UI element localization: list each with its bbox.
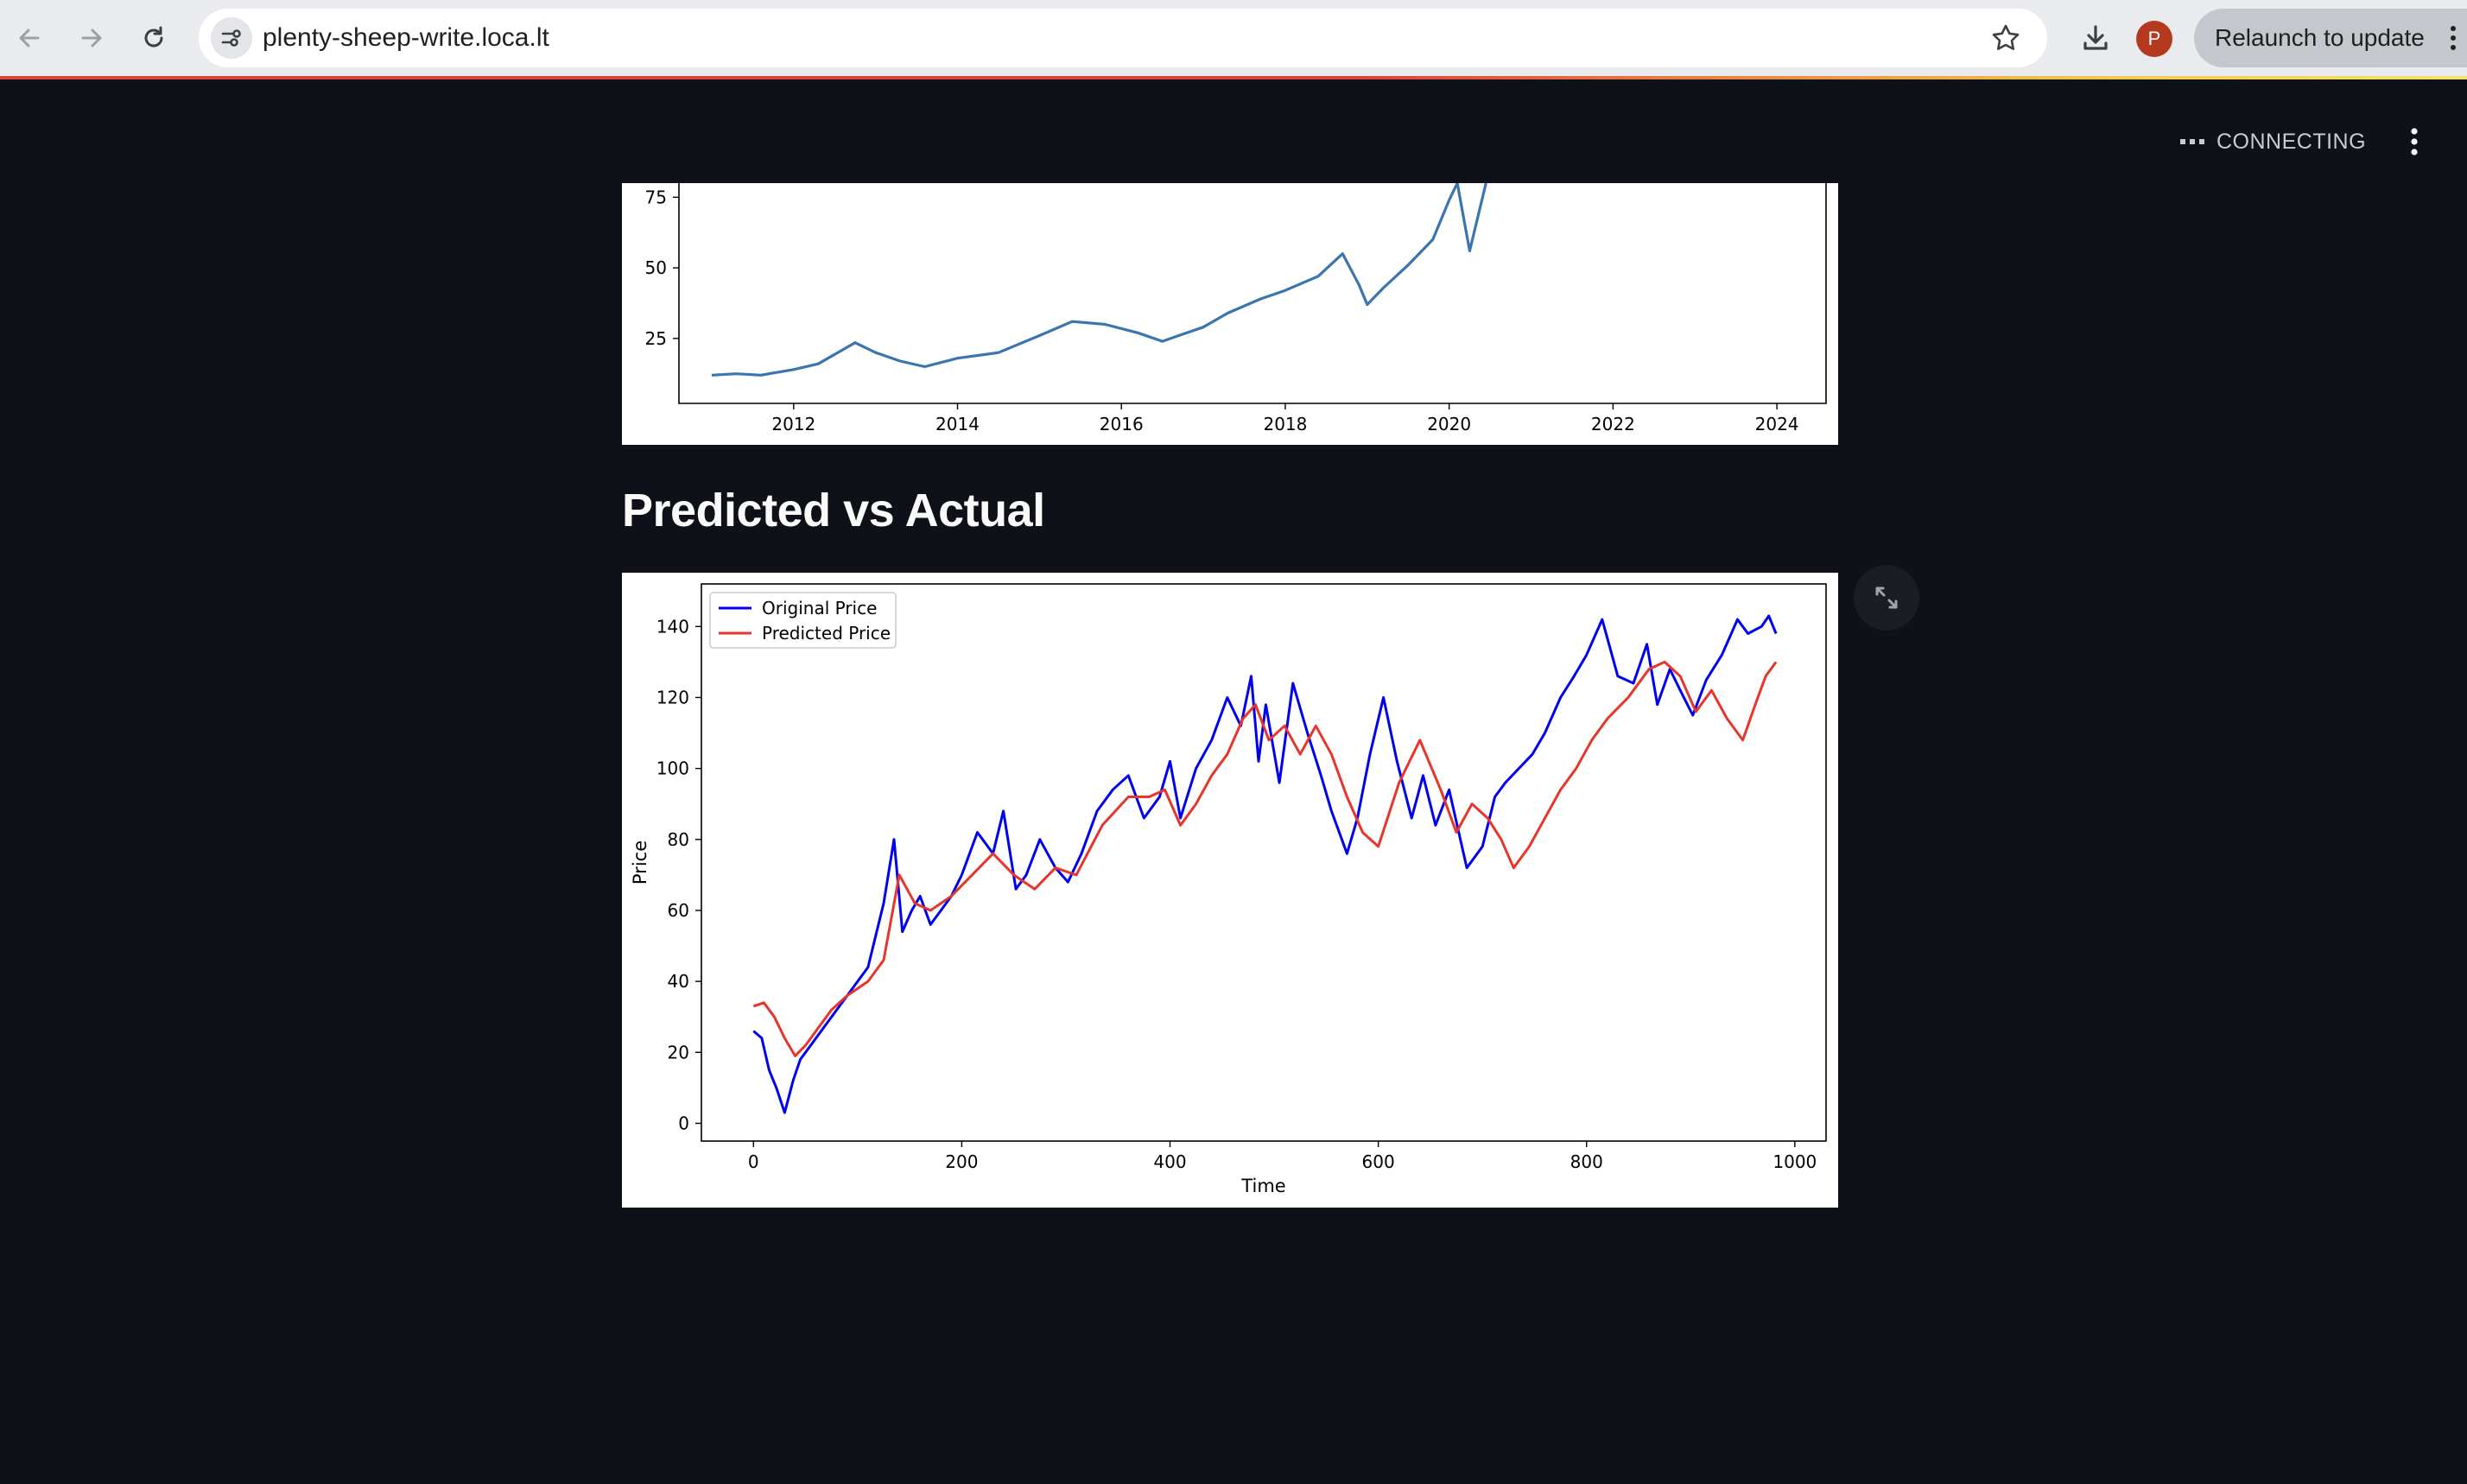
legend-entry: Predicted Price — [762, 623, 891, 644]
profile-avatar[interactable]: P — [2136, 21, 2172, 57]
download-icon[interactable] — [2073, 16, 2118, 60]
x-tick-label: 1000 — [1773, 1151, 1817, 1172]
y-tick-label: 75 — [645, 187, 667, 207]
y-tick-label: 20 — [668, 1042, 689, 1062]
app-menu-icon[interactable] — [2401, 124, 2427, 159]
x-tick-label: 2020 — [1427, 414, 1471, 434]
page-load-progress — [0, 76, 2467, 79]
predicted-vs-actual-svg: 0 200 400 600 800 1000 0 20 40 60 80 100 120 140 Time P… — [630, 583, 1827, 1196]
relaunch-label: Relaunch to update — [2215, 24, 2425, 51]
y-tick-label: 50 — [645, 257, 667, 278]
x-axis-label: Time — [1240, 1176, 1285, 1196]
bookmark-star-icon[interactable] — [1988, 21, 2023, 55]
x-tick-label: 2012 — [771, 414, 815, 434]
y-tick-label: 0 — [678, 1113, 689, 1133]
expand-icon — [1875, 587, 1898, 609]
series-line-2 — [752, 660, 1778, 1057]
forward-icon[interactable] — [69, 16, 114, 60]
x-tick-label: 400 — [1153, 1151, 1186, 1172]
x-tick-label: 2024 — [1755, 414, 1799, 434]
x-tick-label: 200 — [945, 1151, 978, 1172]
y-tick-label: 40 — [668, 971, 689, 992]
price-history-chart: 2012 2014 2016 2018 2020 2022 2024 25 50 75 — [622, 183, 1838, 445]
predicted-vs-actual-chart: 0 200 400 600 800 1000 0 20 40 60 80 100 120 140 Time P… — [622, 573, 1838, 1208]
browser-menu-icon[interactable] — [2446, 24, 2460, 52]
back-icon[interactable] — [7, 16, 52, 60]
y-tick-label: 140 — [656, 616, 689, 637]
x-tick-label: 2018 — [1263, 414, 1307, 434]
connection-status-label: CONNECTING — [2216, 129, 2367, 154]
legend-entry: Original Price — [762, 598, 877, 618]
y-tick-label: 100 — [656, 758, 689, 779]
y-tick-label: 80 — [668, 829, 689, 850]
series-line-1 — [711, 183, 1487, 377]
y-tick-label: 25 — [645, 328, 667, 349]
fullscreen-expand-button[interactable] — [1854, 565, 1919, 631]
url-text[interactable]: plenty-sheep-write.loca.lt — [263, 23, 549, 52]
browser-toolbar: plenty-sheep-write.loca.lt P Relaunch to… — [0, 0, 2467, 79]
x-tick-label: 600 — [1362, 1151, 1395, 1172]
axes-frame — [701, 583, 1827, 1142]
y-tick-label: 60 — [668, 900, 689, 921]
connection-status: CONNECTING — [2180, 123, 2366, 161]
price-history-svg: 2012 2014 2016 2018 2020 2022 2024 25 50 75 — [645, 183, 1827, 434]
axes-frame — [678, 183, 1827, 404]
series-line-1 — [752, 614, 1778, 1114]
section-heading: Predicted vs Actual — [622, 485, 1045, 536]
y-tick-label: 120 — [656, 687, 689, 707]
x-tick-label: 0 — [748, 1151, 759, 1172]
reload-icon[interactable] — [131, 16, 176, 60]
y-axis-label: Price — [630, 840, 650, 885]
relaunch-button[interactable]: Relaunch to update — [2194, 9, 2467, 67]
x-tick-label: 2022 — [1591, 414, 1635, 434]
status-dots-icon — [2180, 139, 2204, 144]
x-tick-label: 2016 — [1100, 414, 1144, 434]
x-tick-label: 800 — [1570, 1151, 1603, 1172]
address-bar[interactable]: plenty-sheep-write.loca.lt — [199, 9, 2047, 67]
x-tick-label: 2014 — [935, 414, 980, 434]
legend-box — [709, 592, 897, 649]
site-settings-icon[interactable] — [211, 17, 252, 59]
